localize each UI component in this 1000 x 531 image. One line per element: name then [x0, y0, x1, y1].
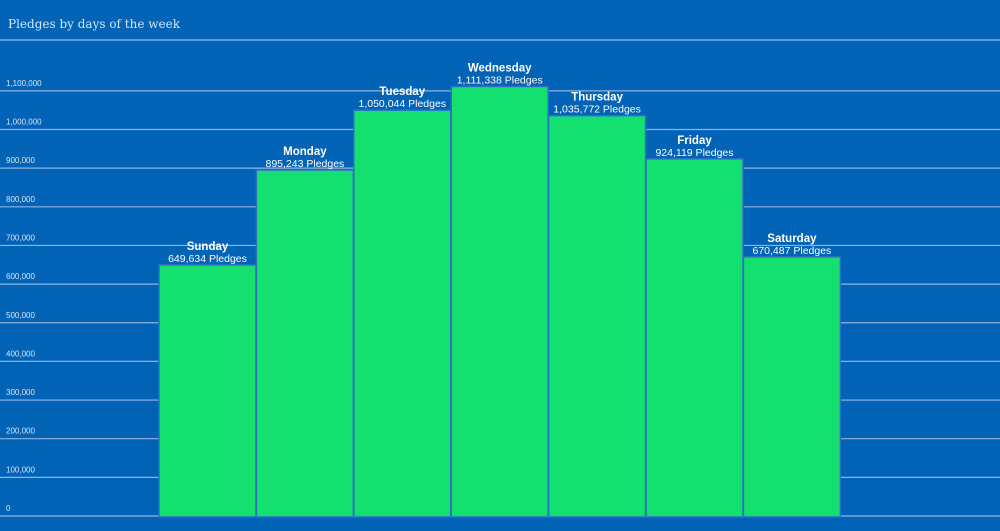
category-label: Friday	[677, 135, 712, 147]
data-label: 895,243 Pledges	[265, 158, 344, 170]
bar	[645, 158, 744, 518]
category-label: Saturday	[767, 233, 817, 245]
bar	[450, 85, 549, 518]
bar	[547, 114, 647, 518]
y-tick-label: 1,100,000	[6, 79, 42, 88]
bar	[158, 264, 257, 518]
y-tick-label: 0	[6, 504, 11, 513]
y-tick-label: 400,000	[6, 349, 35, 358]
data-label: 1,035,772 Pledges	[553, 104, 641, 116]
data-label: 1,050,044 Pledges	[359, 98, 447, 110]
data-label: 670,487 Pledges	[752, 245, 831, 257]
category-label: Thursday	[571, 92, 623, 104]
data-label: 924,119 Pledges	[655, 147, 733, 159]
category-label: Monday	[283, 146, 327, 158]
category-label: Wednesday	[468, 62, 532, 74]
data-label: 649,634 Pledges	[168, 253, 247, 265]
y-tick-label: 500,000	[6, 311, 35, 320]
y-tick-label: 900,000	[6, 156, 35, 165]
category-label: Tuesday	[379, 86, 425, 98]
y-tick-label: 300,000	[6, 388, 35, 397]
y-tick-label: 600,000	[6, 272, 35, 281]
y-tick-label: 800,000	[6, 195, 35, 204]
chart-title: Pledges by days of the week	[8, 17, 181, 31]
bar	[742, 256, 842, 518]
y-tick-label: 200,000	[6, 427, 35, 436]
data-label: 1,111,338 Pledges	[457, 74, 543, 86]
y-tick-label: 700,000	[6, 233, 35, 242]
y-tick-label: 100,000	[6, 465, 35, 474]
bar	[255, 169, 355, 518]
category-label: Sunday	[187, 241, 229, 253]
bar	[353, 109, 452, 518]
y-tick-label: 1,000,000	[6, 118, 42, 127]
